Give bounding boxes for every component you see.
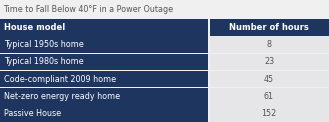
Text: 152: 152 — [261, 109, 277, 118]
Bar — [210, 19, 329, 36]
Text: 45: 45 — [264, 75, 274, 84]
Text: 8: 8 — [266, 40, 271, 49]
Bar — [0, 105, 208, 122]
Bar — [0, 71, 208, 87]
Bar — [210, 36, 329, 53]
Text: 61: 61 — [264, 92, 274, 101]
Text: House model: House model — [4, 23, 65, 32]
Bar — [210, 54, 329, 70]
Text: Typical 1980s home: Typical 1980s home — [4, 57, 84, 66]
Bar — [0, 19, 208, 36]
Text: Code-compliant 2009 home: Code-compliant 2009 home — [4, 75, 116, 84]
Text: Number of hours: Number of hours — [229, 23, 309, 32]
Text: Time to Fall Below 40°F in a Power Outage: Time to Fall Below 40°F in a Power Outag… — [3, 5, 173, 14]
Bar — [0, 54, 208, 70]
Text: 23: 23 — [264, 57, 274, 66]
Text: Net-zero energy ready home: Net-zero energy ready home — [4, 92, 120, 101]
Bar — [210, 88, 329, 105]
Bar — [0, 88, 208, 105]
Text: Typical 1950s home: Typical 1950s home — [4, 40, 84, 49]
Bar — [210, 71, 329, 87]
Bar — [210, 105, 329, 122]
Text: Passive House: Passive House — [4, 109, 61, 118]
Bar — [0, 36, 208, 53]
